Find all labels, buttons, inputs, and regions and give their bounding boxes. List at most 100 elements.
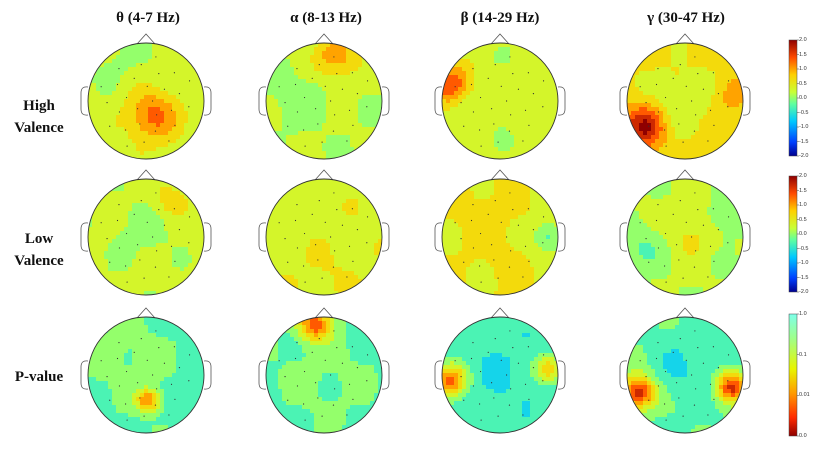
electrode-dot [173,346,176,348]
electrode-dot [155,56,157,58]
electrode-dot [655,357,658,360]
electrode-dot [727,216,730,218]
electrode-dot [508,266,511,268]
electrode-dot [709,383,712,385]
electrode-dot [163,224,166,226]
electrode-dot [697,73,699,75]
electrode-dot [348,383,351,385]
electrode-dot [542,354,545,356]
electrode-dot [151,236,154,238]
electrode-dot [463,125,465,127]
row-label-p-line1: P-value [14,369,64,385]
electrode-dot [657,385,660,387]
electrode-dot [532,229,535,231]
electrode-dot [648,125,650,127]
electrode-dot [136,108,139,110]
right-ear-outline [557,222,566,252]
electrode-dot [366,354,369,356]
electrode-dot [463,261,465,263]
electrode-dot [478,403,481,405]
electrode-dot [682,277,684,279]
electrode-dot [118,68,120,70]
electrode-dot [366,242,368,244]
right-ear-outline [557,360,566,390]
left-ear-outline [434,86,443,116]
electrode-dot [712,208,715,210]
electrode-dot [663,129,666,131]
electrode-dot [693,130,696,132]
electrode-dot [178,229,181,231]
electrode-dot [321,141,323,143]
electrode-dot [303,370,306,373]
row-label-p-value: P-value [0,366,78,388]
electrode-dot [126,281,128,283]
electrode-dot [702,224,705,226]
electrode-dot [356,367,359,369]
electrode-dot [284,102,286,104]
electrode-dot [304,145,306,147]
electrode-dot [170,245,173,247]
colorbar-1-tick: 1.5 [799,51,807,58]
nose-outline [675,33,695,45]
electrode-dot [500,359,502,361]
electrode-dot [336,209,338,211]
electrode-dot [657,342,659,344]
electrode-dot [151,374,154,376]
electrode-dot [490,382,493,384]
colorbar-1-tick: -1.5 [799,138,809,145]
electrode-dot [356,229,359,231]
colorbar-1 [788,39,799,157]
electrode-dot [493,397,495,399]
left-ear-outline [80,360,89,390]
electrode-dot [542,380,544,382]
electrode-dot [494,64,496,66]
electrode-dot [512,73,514,75]
electrode-dot [527,346,530,348]
electrode-dot [695,250,697,252]
electrode-dot [713,398,715,400]
electrode-dot [490,108,493,110]
electrode-dot [173,208,176,210]
electrode-dot [665,145,667,147]
electrode-dot [154,404,157,406]
electrode-dot [707,414,709,416]
electrode-dot [140,64,142,66]
electrode-dot [311,77,313,79]
electrode-dot [508,130,511,132]
electrode-dot [317,397,319,399]
electrode-dot [333,192,335,194]
electrode-dot [702,88,705,90]
electrode-dot [542,216,545,218]
electrode-dot [678,397,680,399]
electrode-dot [727,106,729,108]
electrode-dot [163,362,166,364]
colorbar-3-tick: 1.0 [799,311,807,317]
right-ear-outline [742,86,751,116]
electrode-dot [318,200,320,202]
electrode-dot [493,259,495,261]
electrode-dot [178,93,181,95]
electrode-dot [116,219,119,222]
row-label-high-valence: High Valence [0,95,78,139]
left-ear-outline [80,86,89,116]
electrode-dot [321,415,323,417]
electrode-dot [479,232,482,235]
electrode-dot [500,221,502,223]
topomap-low-valence-alpha [258,169,390,296]
colorbar-3-tick: 0.1 [799,351,807,358]
topomap-high-valence-theta [80,33,212,160]
electrode-dot [136,382,139,384]
electrode-dot [139,259,141,261]
nose-outline [136,307,156,319]
left-ear-outline [258,360,267,390]
electrode-dot [174,124,176,126]
electrode-dot [524,109,527,111]
electrode-dot [346,140,348,142]
electrode-dot [709,109,712,111]
electrode-dot [460,102,462,104]
electrode-dot [727,354,730,356]
electrode-dot [478,129,481,131]
electrode-dot [294,219,297,222]
electrode-dot [480,281,482,283]
colorbar-1-tick: 2.0 [799,37,807,43]
